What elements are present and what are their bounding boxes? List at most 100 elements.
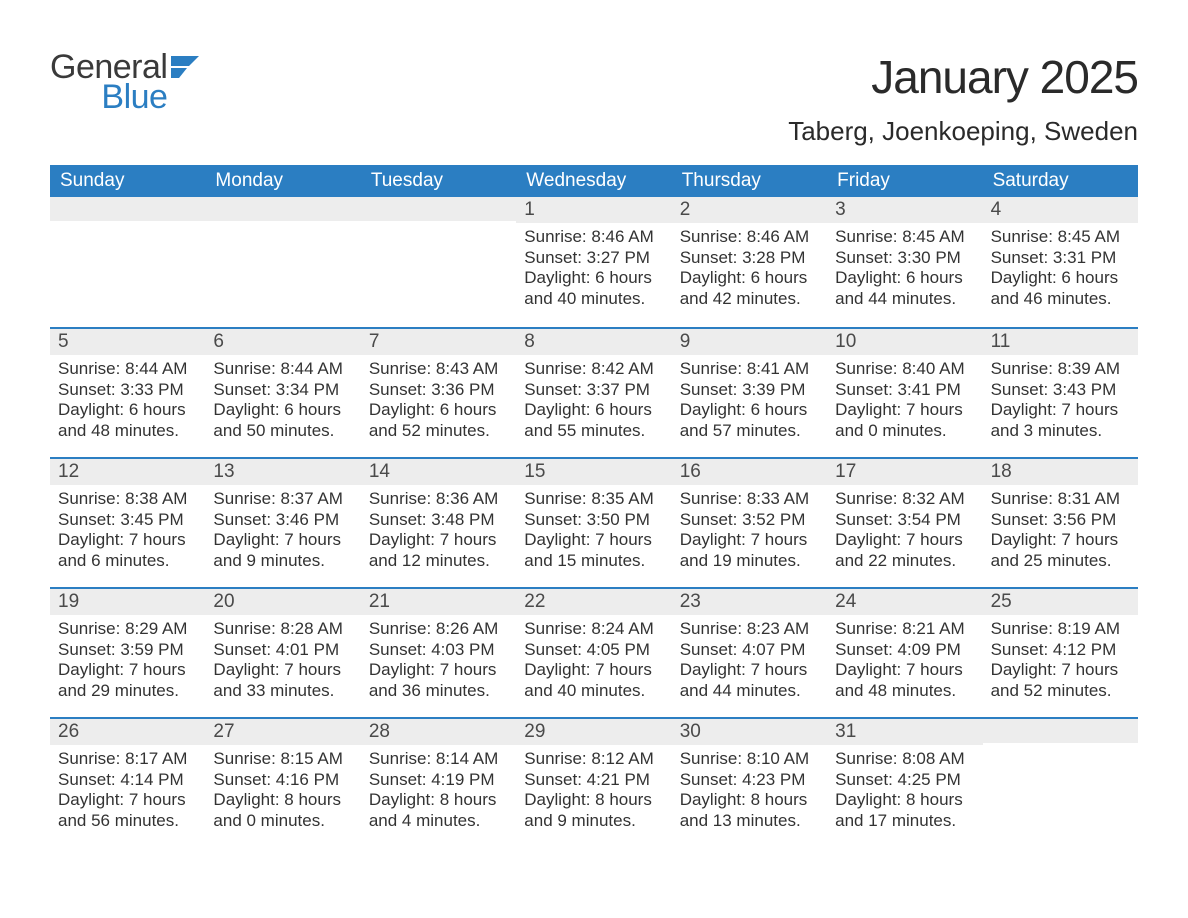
- day-daylight1: Daylight: 8 hours: [524, 790, 663, 811]
- day-sunrise: Sunrise: 8:45 AM: [835, 227, 974, 248]
- day-daylight1: Daylight: 7 hours: [58, 660, 197, 681]
- day-sunset: Sunset: 4:03 PM: [369, 640, 508, 661]
- day-number: 24: [827, 589, 982, 615]
- day-sunset: Sunset: 3:50 PM: [524, 510, 663, 531]
- day-daylight1: Daylight: 6 hours: [58, 400, 197, 421]
- day-cell: 15Sunrise: 8:35 AMSunset: 3:50 PMDayligh…: [516, 459, 671, 587]
- day-number: 5: [50, 329, 205, 355]
- day-sunrise: Sunrise: 8:15 AM: [213, 749, 352, 770]
- day-cell: 16Sunrise: 8:33 AMSunset: 3:52 PMDayligh…: [672, 459, 827, 587]
- day-sunset: Sunset: 3:56 PM: [991, 510, 1130, 531]
- day-body: Sunrise: 8:17 AMSunset: 4:14 PMDaylight:…: [50, 745, 205, 846]
- day-number: 31: [827, 719, 982, 745]
- day-cell: 10Sunrise: 8:40 AMSunset: 3:41 PMDayligh…: [827, 329, 982, 457]
- day-daylight1: Daylight: 7 hours: [835, 400, 974, 421]
- day-body: [205, 221, 360, 239]
- day-daylight2: and 0 minutes.: [213, 811, 352, 832]
- day-sunrise: Sunrise: 8:12 AM: [524, 749, 663, 770]
- day-number: [205, 197, 360, 221]
- day-body: Sunrise: 8:31 AMSunset: 3:56 PMDaylight:…: [983, 485, 1138, 586]
- day-cell: 3Sunrise: 8:45 AMSunset: 3:30 PMDaylight…: [827, 197, 982, 327]
- day-daylight2: and 22 minutes.: [835, 551, 974, 572]
- weekday-header: Friday: [827, 165, 982, 197]
- day-sunset: Sunset: 3:31 PM: [991, 248, 1130, 269]
- day-sunrise: Sunrise: 8:42 AM: [524, 359, 663, 380]
- day-sunset: Sunset: 4:19 PM: [369, 770, 508, 791]
- day-daylight2: and 17 minutes.: [835, 811, 974, 832]
- day-sunrise: Sunrise: 8:35 AM: [524, 489, 663, 510]
- day-sunrise: Sunrise: 8:39 AM: [991, 359, 1130, 380]
- day-daylight1: Daylight: 7 hours: [835, 530, 974, 551]
- day-daylight2: and 4 minutes.: [369, 811, 508, 832]
- day-daylight2: and 46 minutes.: [991, 289, 1130, 310]
- day-sunrise: Sunrise: 8:43 AM: [369, 359, 508, 380]
- day-number: 29: [516, 719, 671, 745]
- day-cell: 29Sunrise: 8:12 AMSunset: 4:21 PMDayligh…: [516, 719, 671, 847]
- day-number: 20: [205, 589, 360, 615]
- day-daylight2: and 44 minutes.: [680, 681, 819, 702]
- day-cell: 25Sunrise: 8:19 AMSunset: 4:12 PMDayligh…: [983, 589, 1138, 717]
- day-sunrise: Sunrise: 8:37 AM: [213, 489, 352, 510]
- day-sunrise: Sunrise: 8:33 AM: [680, 489, 819, 510]
- day-sunrise: Sunrise: 8:14 AM: [369, 749, 508, 770]
- day-cell: 22Sunrise: 8:24 AMSunset: 4:05 PMDayligh…: [516, 589, 671, 717]
- day-daylight1: Daylight: 7 hours: [58, 790, 197, 811]
- day-daylight1: Daylight: 7 hours: [58, 530, 197, 551]
- day-number: [983, 719, 1138, 743]
- day-sunset: Sunset: 4:12 PM: [991, 640, 1130, 661]
- day-number: 7: [361, 329, 516, 355]
- day-sunset: Sunset: 3:36 PM: [369, 380, 508, 401]
- day-number: 2: [672, 197, 827, 223]
- day-number: 21: [361, 589, 516, 615]
- day-number: 9: [672, 329, 827, 355]
- day-number: [361, 197, 516, 221]
- day-sunrise: Sunrise: 8:26 AM: [369, 619, 508, 640]
- day-number: 1: [516, 197, 671, 223]
- day-cell: 6Sunrise: 8:44 AMSunset: 3:34 PMDaylight…: [205, 329, 360, 457]
- day-number: 10: [827, 329, 982, 355]
- day-number: 18: [983, 459, 1138, 485]
- day-daylight2: and 29 minutes.: [58, 681, 197, 702]
- flag-icon: [171, 56, 205, 80]
- day-sunrise: Sunrise: 8:17 AM: [58, 749, 197, 770]
- day-body: Sunrise: 8:37 AMSunset: 3:46 PMDaylight:…: [205, 485, 360, 586]
- day-daylight2: and 9 minutes.: [213, 551, 352, 572]
- day-cell: 30Sunrise: 8:10 AMSunset: 4:23 PMDayligh…: [672, 719, 827, 847]
- weeks-container: 1Sunrise: 8:46 AMSunset: 3:27 PMDaylight…: [50, 197, 1138, 847]
- day-body: [361, 221, 516, 239]
- day-cell: 17Sunrise: 8:32 AMSunset: 3:54 PMDayligh…: [827, 459, 982, 587]
- day-sunrise: Sunrise: 8:41 AM: [680, 359, 819, 380]
- day-daylight1: Daylight: 7 hours: [213, 530, 352, 551]
- day-number: 17: [827, 459, 982, 485]
- day-daylight1: Daylight: 7 hours: [991, 530, 1130, 551]
- day-sunset: Sunset: 3:34 PM: [213, 380, 352, 401]
- day-sunset: Sunset: 3:33 PM: [58, 380, 197, 401]
- day-daylight2: and 0 minutes.: [835, 421, 974, 442]
- day-cell: [983, 719, 1138, 847]
- day-body: Sunrise: 8:08 AMSunset: 4:25 PMDaylight:…: [827, 745, 982, 846]
- day-daylight2: and 12 minutes.: [369, 551, 508, 572]
- day-daylight1: Daylight: 6 hours: [680, 268, 819, 289]
- day-cell: [361, 197, 516, 327]
- day-daylight1: Daylight: 7 hours: [991, 400, 1130, 421]
- day-cell: 7 Sunrise: 8:43 AMSunset: 3:36 PMDaylight…: [361, 329, 516, 457]
- day-daylight2: and 25 minutes.: [991, 551, 1130, 572]
- day-cell: 23Sunrise: 8:23 AMSunset: 4:07 PMDayligh…: [672, 589, 827, 717]
- day-sunrise: Sunrise: 8:31 AM: [991, 489, 1130, 510]
- day-sunrise: Sunrise: 8:28 AM: [213, 619, 352, 640]
- day-daylight1: Daylight: 6 hours: [369, 400, 508, 421]
- day-cell: 1Sunrise: 8:46 AMSunset: 3:27 PMDaylight…: [516, 197, 671, 327]
- day-daylight1: Daylight: 8 hours: [369, 790, 508, 811]
- day-sunrise: Sunrise: 8:24 AM: [524, 619, 663, 640]
- day-body: Sunrise: 8:45 AMSunset: 3:30 PMDaylight:…: [827, 223, 982, 324]
- day-cell: 14Sunrise: 8:36 AMSunset: 3:48 PMDayligh…: [361, 459, 516, 587]
- day-body: Sunrise: 8:35 AMSunset: 3:50 PMDaylight:…: [516, 485, 671, 586]
- day-daylight1: Daylight: 8 hours: [680, 790, 819, 811]
- weekday-header: Monday: [205, 165, 360, 197]
- day-number: 14: [361, 459, 516, 485]
- day-body: Sunrise: 8:44 AMSunset: 3:33 PMDaylight:…: [50, 355, 205, 456]
- day-sunset: Sunset: 3:45 PM: [58, 510, 197, 531]
- day-cell: 19Sunrise: 8:29 AMSunset: 3:59 PMDayligh…: [50, 589, 205, 717]
- day-daylight2: and 33 minutes.: [213, 681, 352, 702]
- day-cell: [50, 197, 205, 327]
